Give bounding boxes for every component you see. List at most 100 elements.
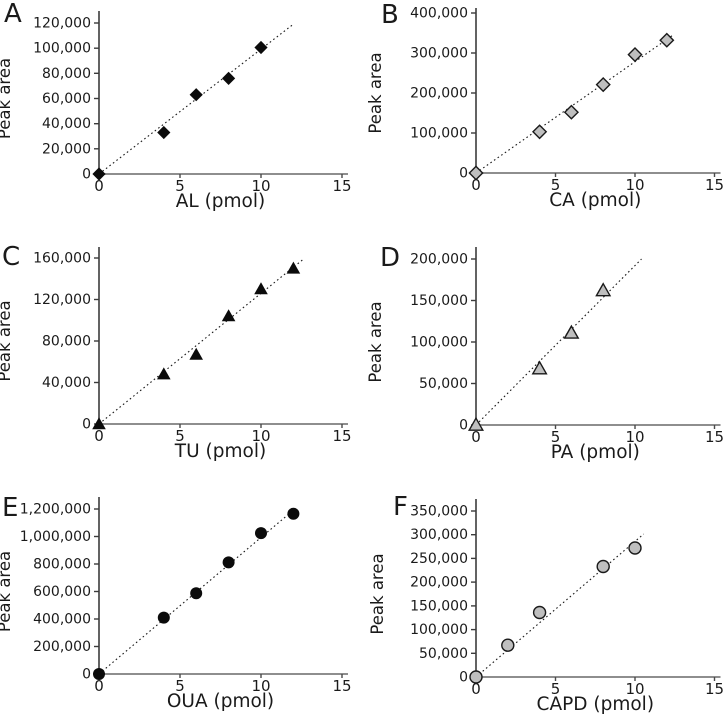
panel-c-chart: 0 40,000 80,000 120,000 160,000 0 5 10 15 TU (pmo… xyxy=(0,242,352,462)
y-tick-label: 100,000 xyxy=(410,622,468,638)
data-point-marker xyxy=(254,282,268,295)
y-tick-label: 1,000,000 xyxy=(20,529,91,545)
y-tick-label: 20,000 xyxy=(42,141,91,157)
x-tick-label: 0 xyxy=(94,427,104,445)
x-tick-label: 5 xyxy=(551,680,561,698)
data-point-marker xyxy=(189,347,203,360)
data-point-marker xyxy=(501,638,515,652)
y-tick-label: 40,000 xyxy=(42,375,91,391)
y-tick-label: 800,000 xyxy=(33,557,91,573)
y-tick-label: 300,000 xyxy=(410,527,468,543)
x-tick-label: 10 xyxy=(251,177,270,195)
data-point-marker xyxy=(287,507,300,520)
y-axis-title: Peak area xyxy=(368,553,387,634)
y-tick-label: 60,000 xyxy=(42,91,91,107)
y-axis-title: Peak area xyxy=(366,301,385,382)
panel-letter: F xyxy=(393,492,408,522)
x-tick-label: 15 xyxy=(705,176,724,194)
y-axis-title: Peak area xyxy=(0,300,14,381)
data-point-marker xyxy=(93,668,105,680)
panel-a: 0 20,000 40,000 60,000 80,000 100,000 120,000 0… xyxy=(0,0,363,239)
panel-e: 0 200,000 400,000 600,000 800,000 1,000,000 1,… xyxy=(0,478,363,718)
y-tick-label: 0 xyxy=(82,167,91,183)
y-tick-label: 160,000 xyxy=(33,251,91,267)
data-point-marker xyxy=(190,587,203,600)
data-point-marker xyxy=(157,367,171,380)
y-tick-label: 200,000 xyxy=(410,86,468,102)
x-tick-label: 10 xyxy=(251,427,270,445)
data-point-marker xyxy=(467,416,485,431)
y-axis-title: Peak area xyxy=(0,58,14,139)
y-tick-label: 400,000 xyxy=(33,612,91,628)
panel-letter: E xyxy=(2,493,18,523)
data-point-marker xyxy=(286,261,301,274)
data-point-marker xyxy=(532,605,547,620)
y-tick-label: 250,000 xyxy=(410,551,468,567)
trend-line xyxy=(98,258,304,425)
x-tick-label: 15 xyxy=(705,428,724,446)
x-tick-label: 10 xyxy=(625,176,644,194)
panel-e-chart: 0 200,000 400,000 600,000 800,000 1,000,000 1,… xyxy=(0,493,352,712)
data-point-marker xyxy=(595,282,612,297)
data-point-marker xyxy=(189,88,203,102)
x-tick-label: 0 xyxy=(471,176,481,194)
y-tick-label: 0 xyxy=(82,417,91,433)
panel-d: 0 50,000 100,000 150,000 200,000 0 5 10 15 PA (pm… xyxy=(363,239,726,478)
y-tick-label: 1,200,000 xyxy=(20,502,91,518)
trend-line xyxy=(475,33,675,174)
trend-line xyxy=(475,533,645,678)
data-point-marker xyxy=(531,360,548,375)
y-tick-label: 100,000 xyxy=(410,126,468,142)
x-tick-label: 5 xyxy=(175,177,185,195)
y-tick-label: 0 xyxy=(82,667,91,683)
y-tick-label: 0 xyxy=(459,166,468,182)
trend-line xyxy=(475,258,642,426)
x-tick-label: 0 xyxy=(94,177,104,195)
data-point-marker xyxy=(659,32,675,48)
y-axis-title: Peak area xyxy=(0,551,14,632)
data-point-marker xyxy=(157,611,170,624)
panel-letter: D xyxy=(380,243,400,273)
y-tick-label: 50,000 xyxy=(419,646,468,662)
y-tick-label: 300,000 xyxy=(410,46,468,62)
data-point-marker xyxy=(628,541,642,555)
x-axis-title: CA (pmol) xyxy=(549,190,641,211)
y-tick-label: 50,000 xyxy=(419,376,468,392)
y-tick-label: 400,000 xyxy=(410,6,468,22)
data-point-marker xyxy=(563,104,579,120)
panel-c: 0 40,000 80,000 120,000 160,000 0 5 10 15 TU (pmo… xyxy=(0,239,363,478)
x-tick-label: 10 xyxy=(251,677,270,695)
panel-f-chart: 0 50,000 100,000 150,000 200,000 250,000 300,0… xyxy=(368,492,724,715)
y-tick-label: 120,000 xyxy=(33,16,91,32)
data-point-marker xyxy=(221,309,236,322)
x-tick-label: 10 xyxy=(625,428,644,446)
x-tick-label: 15 xyxy=(332,677,351,695)
x-tick-label: 5 xyxy=(551,428,561,446)
data-point-marker xyxy=(222,556,235,569)
data-point-marker xyxy=(92,167,106,181)
y-tick-label: 150,000 xyxy=(410,598,468,614)
x-tick-label: 0 xyxy=(471,680,481,698)
x-axis-title: AL (pmol) xyxy=(176,191,266,212)
panel-b: 0 100,000 200,000 300,000 400,000 0 5 10 15 CA (p… xyxy=(363,0,726,239)
y-tick-label: 350,000 xyxy=(410,504,468,520)
x-tick-label: 5 xyxy=(551,176,561,194)
y-tick-label: 100,000 xyxy=(33,41,91,57)
y-tick-label: 0 xyxy=(459,670,468,686)
y-tick-label: 200,000 xyxy=(410,252,468,268)
data-point-marker xyxy=(222,71,236,85)
y-tick-label: 120,000 xyxy=(33,292,91,308)
x-tick-label: 10 xyxy=(625,680,644,698)
x-axis-title: TU (pmol) xyxy=(174,441,266,462)
panel-letter: B xyxy=(381,0,399,30)
x-axis-title: PA (pmol) xyxy=(551,442,640,463)
panel-b-chart: 0 100,000 200,000 300,000 400,000 0 5 10 15 CA (p… xyxy=(366,0,724,211)
y-tick-label: 80,000 xyxy=(42,334,91,350)
data-point-marker xyxy=(468,165,484,181)
x-tick-label: 15 xyxy=(332,177,351,195)
x-tick-label: 15 xyxy=(705,680,724,698)
y-tick-label: 200,000 xyxy=(410,575,468,591)
x-tick-label: 5 xyxy=(175,427,185,445)
y-tick-label: 40,000 xyxy=(42,116,91,132)
x-tick-label: 15 xyxy=(332,427,351,445)
